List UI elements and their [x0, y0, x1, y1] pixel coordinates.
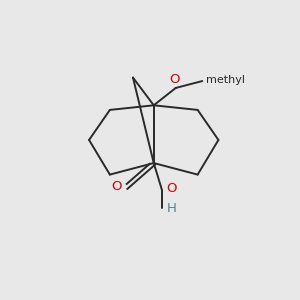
Text: methyl: methyl	[206, 75, 245, 85]
Text: H: H	[167, 202, 176, 214]
Text: O: O	[166, 182, 177, 195]
Text: O: O	[169, 73, 180, 86]
Text: O: O	[111, 180, 122, 193]
